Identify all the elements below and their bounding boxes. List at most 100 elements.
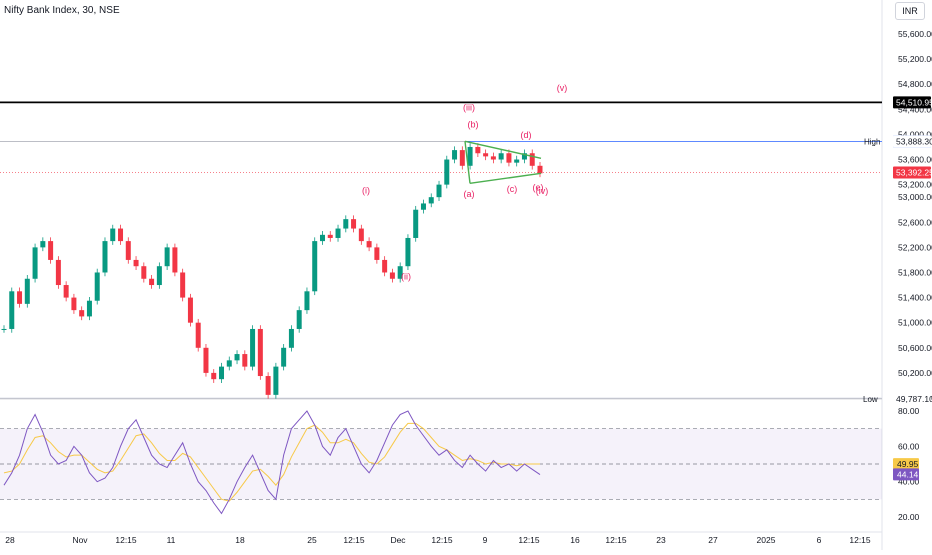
time-tick-label: 16 [570,535,580,545]
rsi-tick-label: 60.00 [898,441,920,451]
candle-body [498,153,504,160]
candle-body [405,237,411,267]
price-level-tag: High [864,137,880,146]
price-tick-label: 54,400.00 [898,104,932,114]
candle-body [366,241,372,248]
candle-body [436,184,442,198]
price-tick-label: 51,400.00 [898,293,932,303]
price-label: 53,888.30 [896,136,932,146]
currency-button[interactable]: INR [895,2,925,20]
price-tick-label: 50,600.00 [898,343,932,353]
candle-body [281,347,287,367]
candle-body [428,197,434,204]
candle-body [319,234,325,242]
candle-body [226,360,232,367]
candle-body [172,247,178,273]
candle-body [537,165,543,174]
candle-body [164,247,170,267]
candle-body [420,203,426,210]
candle-body [296,310,302,329]
candle-body [32,247,38,279]
wave-label: (c) [507,184,518,194]
candle-body [459,150,465,166]
price-tick-label: 52,200.00 [898,242,932,252]
candle-body [358,228,364,242]
candle-body [343,219,349,229]
time-tick-label: 2025 [757,535,776,545]
candle-body [219,366,225,380]
wave-label: (i) [362,185,370,195]
candle-body [156,266,162,286]
time-tick-label: 12:15 [605,535,627,545]
wave-label: (v) [557,83,568,93]
candle-body [475,146,481,154]
candle-body [55,259,61,286]
time-tick-label: 12:15 [343,535,365,545]
time-tick-label: 12:15 [115,535,137,545]
candle-body [125,241,131,260]
time-tick-label: 12:15 [849,535,871,545]
time-tick-label: 12:15 [431,535,453,545]
chart-title: Nifty Bank Index, 30, NSE [4,5,120,16]
time-tick-label: Nov [72,535,88,545]
candle-body [71,297,77,311]
candle-body [327,234,333,238]
candle-body [288,328,294,348]
time-tick-label: 25 [307,535,317,545]
triangle-lower [469,172,542,185]
candle-body [40,241,46,248]
price-label: 54,510.95 [896,97,932,107]
candle-body [242,354,248,367]
price-tick-label: 50,200.00 [898,368,932,378]
time-tick-label: 27 [708,535,718,545]
wave-label: (ii) [401,271,411,281]
candle-body [265,376,271,395]
rsi-value-label: 49.95 [897,459,919,469]
candle-body [94,272,100,301]
candle-body [529,153,535,166]
price-label: 53,392.25 [896,168,932,178]
rsi-tick-label: 20.00 [898,512,920,522]
candle-body [389,272,395,279]
time-tick-label: 9 [483,535,488,545]
wave-label: (d) [521,130,532,140]
time-tick-label: Dec [390,535,406,545]
candle-body [397,266,403,279]
candle-body [444,159,450,185]
candle-body [374,247,380,260]
time-tick-label: 6 [817,535,822,545]
candle-body [187,297,193,323]
price-label-box [893,166,931,179]
price-tick-label: 53,200.00 [898,180,932,190]
time-tick-label: 23 [656,535,666,545]
candle-body [413,209,419,238]
rsi-ma-line [3,422,540,502]
candle-body [110,228,116,242]
price-tick-label: 55,600.00 [898,29,932,39]
price-tick-label: 54,800.00 [898,79,932,89]
price-level-tag: Low [863,395,878,404]
candle-body [17,291,23,304]
price-tick-label: 53,600.00 [898,155,932,165]
candle-body [250,328,256,367]
candle-body [351,219,357,229]
candle-body [9,291,15,329]
candle-body [304,291,310,311]
wave-label: (e) [533,182,544,192]
price-tick-label: 53,000.00 [898,192,932,202]
time-tick-label: 18 [235,535,245,545]
triangle-edge [464,141,471,184]
candle-body [490,156,496,160]
candle-body [257,328,263,377]
time-tick-label: 12:15 [518,535,540,545]
candle-body [79,310,85,317]
rsi-value-box [893,458,919,471]
wave-label: (iv) [536,186,549,196]
price-tick-label: 55,200.00 [898,54,932,64]
candle-body [180,272,186,298]
wave-label: (iii) [463,103,475,113]
rsi-tick-label: 80.00 [898,406,920,416]
candle-body [273,366,279,395]
